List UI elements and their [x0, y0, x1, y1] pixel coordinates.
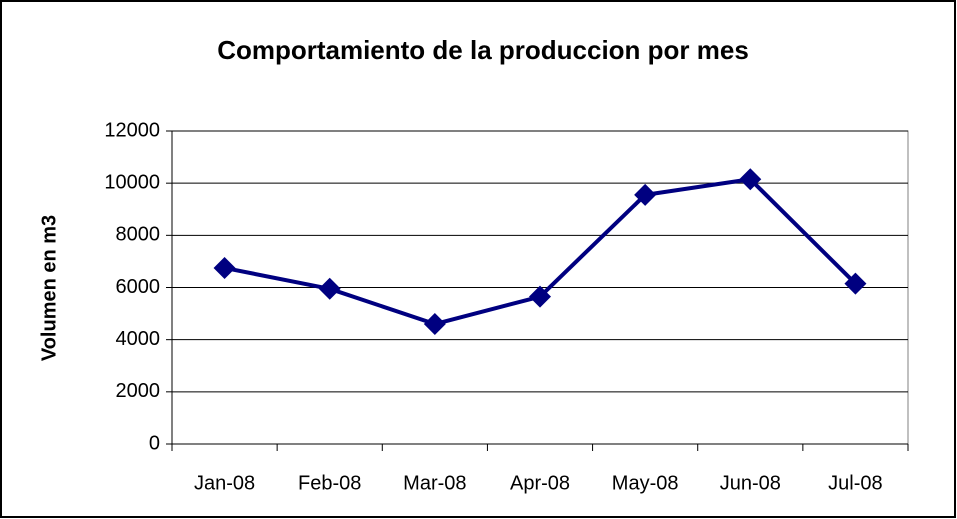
marker	[529, 285, 551, 308]
marker	[739, 168, 762, 191]
x-tick-label: Jan-08	[194, 472, 255, 494]
x-tick-label: Jun-08	[720, 472, 781, 494]
marker	[634, 183, 657, 206]
marker	[844, 272, 867, 295]
x-tick-label: Apr-08	[510, 472, 570, 494]
y-tick-label: 12000	[104, 119, 160, 141]
y-axis-label: Volumen en m3	[38, 215, 60, 361]
marker	[423, 313, 446, 336]
x-tick-label: Feb-08	[298, 472, 361, 494]
y-tick-label: 4000	[116, 328, 161, 350]
x-tick-label: May-08	[612, 472, 679, 494]
y-tick-label: 2000	[116, 380, 161, 402]
y-tick-label: 10000	[104, 171, 160, 193]
y-tick-label: 8000	[116, 224, 161, 246]
y-tick-label: 6000	[116, 276, 161, 298]
marker	[213, 256, 236, 279]
marker	[318, 277, 341, 300]
x-tick-label: Mar-08	[403, 472, 466, 494]
chart-title: Comportamiento de la produccion por mes	[217, 35, 749, 65]
y-tick-label: 0	[149, 432, 160, 454]
x-tick-label: Jul-08	[828, 472, 882, 494]
